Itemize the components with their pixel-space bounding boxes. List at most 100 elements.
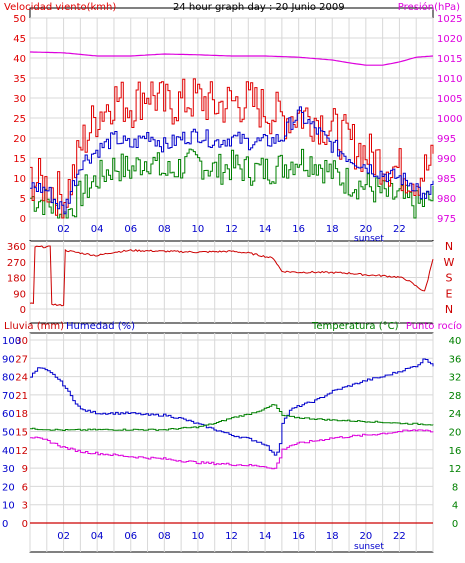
temperature-y-tick: 40	[449, 336, 462, 347]
wind-x-tick: 22	[393, 224, 406, 235]
pressure-y-tick: 1020	[437, 34, 462, 45]
temperature-y-tick: 4	[452, 501, 458, 512]
wind-x-tick: 18	[326, 224, 339, 235]
wind-y-tick: 15	[13, 154, 26, 165]
direction-y-tick: 360	[7, 242, 26, 253]
pressure-y-tick: 1025	[437, 14, 462, 25]
humidity-y-tick: 20	[2, 482, 15, 493]
direction-series	[29, 245, 434, 307]
humidity-axis-label: Humedad (%)	[66, 321, 135, 332]
wind-series	[30, 51, 434, 219]
temperature-y-tick: 16	[449, 446, 462, 457]
climate-x-tick: 12	[225, 531, 238, 542]
pressure-line	[30, 51, 434, 66]
pressure-y-tick: 985	[437, 174, 456, 185]
wind-y-tick: 30	[13, 94, 26, 105]
climate-x-tick: 10	[192, 531, 205, 542]
wind-x-tick: 08	[158, 224, 171, 235]
climate-series	[30, 358, 434, 524]
temperature-line	[30, 404, 434, 431]
compass-tick: S	[446, 272, 453, 285]
wind-x-tick: 16	[292, 224, 305, 235]
climate-x-tick: 14	[259, 531, 272, 542]
temperature-y-tick: 32	[449, 373, 462, 384]
wind-average-line	[30, 106, 434, 215]
temperature-y-tick: 28	[449, 391, 462, 402]
direction-y-tick: 0	[20, 305, 26, 316]
direction-y-tick: 90	[13, 289, 26, 300]
wind-y-tick: 5	[20, 194, 26, 205]
wind-x-tick: 06	[124, 224, 137, 235]
rain-y-tick: 30	[15, 336, 28, 347]
rain-y-tick: 18	[15, 409, 28, 420]
wind-y-tick: 25	[13, 114, 26, 125]
pressure-y-tick: 995	[437, 134, 456, 145]
climate-x-tick: 04	[91, 531, 104, 542]
humidity-y-tick: 60	[2, 409, 15, 420]
wind-axis-label: Velocidad viento(kmh)	[4, 2, 116, 13]
humidity-y-tick: 70	[2, 391, 15, 402]
sunset-label-top: sunset	[354, 234, 384, 244]
compass-tick: W	[444, 256, 455, 269]
rain-y-tick: 0	[22, 519, 28, 530]
axis-ticks: 0510152025303540455097598098599099510001…	[2, 14, 462, 542]
compass-tick: N	[445, 303, 453, 316]
humidity-y-tick: 100	[2, 336, 21, 347]
temperature-y-tick: 12	[449, 464, 462, 475]
pressure-y-tick: 975	[437, 214, 456, 225]
wind-x-tick: 14	[259, 224, 272, 235]
compass-tick: N	[445, 240, 453, 253]
pressure-y-tick: 980	[437, 194, 456, 205]
pressure-y-tick: 1010	[437, 74, 462, 85]
temperature-y-tick: 20	[449, 428, 462, 439]
humidity-y-tick: 80	[2, 373, 15, 384]
humidity-y-tick: 30	[2, 464, 15, 475]
pressure-y-tick: 1005	[437, 94, 462, 105]
humidity-y-tick: 40	[2, 446, 15, 457]
wind-y-tick: 45	[13, 34, 26, 45]
wind-y-tick: 50	[13, 14, 26, 25]
direction-grid	[29, 241, 434, 323]
pressure-axis-label: Presión(hPa)	[398, 1, 460, 13]
rain-y-tick: 6	[22, 482, 28, 493]
rain-y-tick: 12	[15, 446, 28, 457]
wind-x-tick: 12	[225, 224, 238, 235]
rain-y-tick: 21	[15, 391, 28, 402]
rain-y-tick: 9	[22, 464, 28, 475]
sunset-label-bottom: sunset	[354, 542, 384, 552]
wind-x-tick: 20	[359, 224, 372, 235]
humidity-y-tick: 50	[2, 428, 15, 439]
rain-y-tick: 15	[15, 428, 28, 439]
humidity-y-tick: 0	[2, 519, 8, 530]
wind-x-tick: 02	[57, 224, 70, 235]
temperature-y-tick: 36	[449, 354, 462, 365]
rain-y-tick: 3	[22, 501, 28, 512]
humidity-y-tick: 90	[2, 354, 15, 365]
wind-gust-line	[30, 78, 434, 219]
pressure-y-tick: 1000	[437, 114, 462, 125]
temperature-axis-label: Temperatura (°C)	[311, 321, 399, 332]
chart-title: 24 hour graph day : 20 Junio 2009	[173, 2, 345, 13]
temperature-y-tick: 0	[452, 519, 458, 530]
climate-x-tick: 06	[124, 531, 137, 542]
climate-x-tick: 08	[158, 531, 171, 542]
wind-y-tick: 10	[13, 174, 26, 185]
pressure-y-tick: 990	[437, 154, 456, 165]
climate-x-tick: 02	[57, 531, 70, 542]
wind-y-tick: 40	[13, 54, 26, 65]
climate-x-tick: 22	[393, 531, 406, 542]
compass-tick: E	[446, 287, 453, 300]
climate-x-tick: 20	[359, 531, 372, 542]
rain-y-tick: 27	[15, 354, 28, 365]
humidity-y-tick: 10	[2, 501, 15, 512]
temperature-y-tick: 24	[449, 409, 462, 420]
wind-y-tick: 35	[13, 74, 26, 85]
wind-low-line	[30, 148, 434, 219]
rain-axis-label: Lluvia (mm)	[4, 321, 64, 332]
humidity-line	[30, 358, 434, 456]
wind-y-tick: 20	[13, 134, 26, 145]
direction-y-tick: 180	[7, 274, 26, 285]
climate-x-tick: 18	[326, 531, 339, 542]
